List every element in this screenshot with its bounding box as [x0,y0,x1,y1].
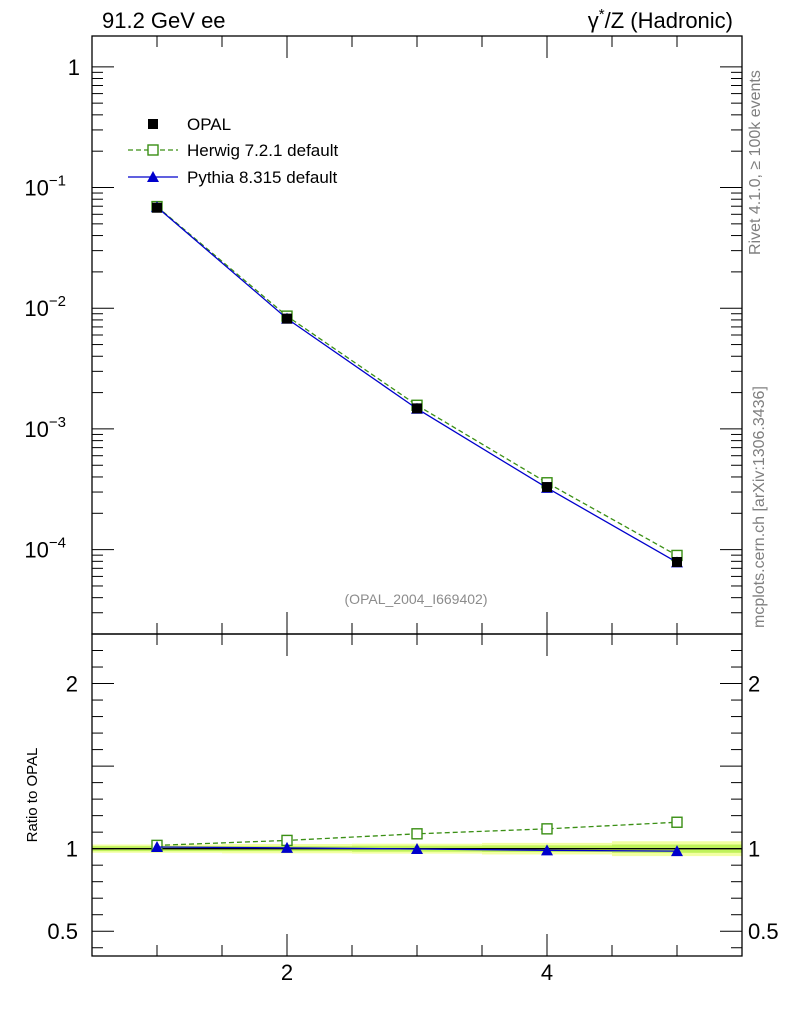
analysis-id-label: (OPAL_2004_I669402) [345,591,488,607]
main-axis-ticks [92,36,742,635]
main-series [151,200,683,568]
main-plot-panel: 1 10−1 10−2 10−3 10−4 (OPAL_2004_I669402) OP… [24,35,743,635]
rivet-version-label: Rivet 4.1.0, ≥ 100k events [747,70,764,255]
x-tick-label: 4 [541,960,553,985]
y-tick-label: 10−4 [24,535,66,563]
main-y-tick-labels: 1 10−1 10−2 10−3 10−4 [24,55,80,563]
legend-marker [147,171,159,182]
ratio-y-axis-label: Ratio to OPAL [24,748,41,843]
marker-opal [672,556,682,567]
process-title: γ*/Z (Hadronic) [588,6,733,33]
series-line-pythia [156,206,678,563]
ratio-marker-pythia [281,841,293,853]
ratio-axis-ticks [92,634,742,956]
ratio-y-tick-label-right: 2 [748,672,760,697]
ratio-y-tick-labels: 0.5 0.5 1 1 2 2 [47,672,778,945]
legend-label: Pythia 8.315 default [187,168,338,187]
ratio-marker-herwig [411,828,423,840]
legend-marker [147,144,159,156]
marker-opal [282,313,292,324]
ratio-marker-pythia [671,845,683,857]
mcplots-label: mcplots.cern.ch [arXiv:1306.3436] [751,386,768,628]
legend-label: Herwig 7.2.1 default [187,141,338,160]
y-tick-label: 10−2 [24,293,66,321]
y-tick-label: 10−1 [24,173,66,201]
y-tick-label: 10−3 [24,414,66,442]
energy-title: 91.2 GeV ee [102,8,226,33]
legend-label: OPAL [187,115,231,134]
ratio-marker-pythia [541,844,553,856]
ratio-series [151,816,683,857]
marker-opal [152,202,162,213]
legend-marker [148,119,158,129]
ratio-marker-herwig [671,816,683,828]
marker-opal [542,482,552,493]
y-tick-label: 1 [68,55,80,80]
ratio-panel-frame [91,633,743,957]
x-tick-label: 2 [281,960,293,985]
ratio-y-tick-label-left: 1 [66,837,78,862]
ratio-y-tick-label-right: 0.5 [748,919,779,944]
ratio-y-tick-label-left: 2 [66,672,78,697]
ratio-y-tick-label-right: 1 [748,837,760,862]
legend: OPAL Herwig 7.2.1 default Pythia 8.315 def… [128,115,338,187]
ratio-marker-herwig [541,823,553,835]
marker-opal [412,403,422,414]
ratio-y-tick-label-left: 0.5 [47,919,78,944]
series-line-herwig [156,206,678,557]
ratio-marker-pythia [411,842,423,854]
ratio-marker-pythia [151,841,163,853]
